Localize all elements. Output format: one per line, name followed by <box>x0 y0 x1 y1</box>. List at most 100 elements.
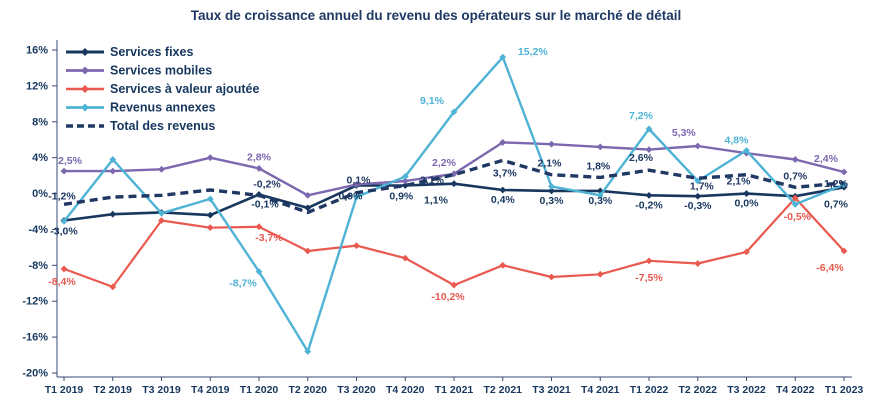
data-label-services-a-valeur-ajoutee: -10,2% <box>431 291 465 303</box>
marker-diamond <box>450 170 458 178</box>
x-tick-label: T1 2019 <box>45 384 84 396</box>
marker-diamond <box>60 265 68 273</box>
data-label-services-fixes: 0,4% <box>491 194 516 206</box>
marker-diamond <box>499 53 507 61</box>
legend-item-total-des-revenus: Total des revenus <box>66 119 215 133</box>
marker-diamond <box>791 194 799 202</box>
marker-diamond <box>401 173 409 180</box>
data-label-services-mobiles: 2,2% <box>432 157 457 169</box>
x-axis-labels: T1 2019 T2 2019 T3 2019 T4 2019 T1 2020 T2 20… <box>45 384 864 396</box>
y-tick-label: -12% <box>22 296 48 308</box>
data-label-services-mobiles: 2,8% <box>247 151 272 163</box>
marker-diamond <box>548 273 555 281</box>
marker-diamond <box>645 125 653 133</box>
data-label-services-fixes: -0,1% <box>251 199 279 211</box>
legend-label: Services mobiles <box>110 64 212 78</box>
legend-item-services-a-valeur-ajoutee: Services à valeur ajoutée <box>66 82 259 96</box>
marker-diamond <box>304 204 312 212</box>
marker-diamond <box>743 190 750 197</box>
x-tick-label: T4 2022 <box>776 384 815 396</box>
marker-diamond <box>450 180 458 188</box>
marker-diamond <box>353 181 360 188</box>
x-tick-label: T3 2021 <box>532 384 571 396</box>
marker-diamond <box>401 182 409 189</box>
data-labels: 2,5% -1,2% -3,0% -8,4% 2,8% -0,2% -0,1% -3,7% -8… <box>48 46 848 303</box>
data-label-total-des-revenus: 1,2% <box>824 178 849 190</box>
x-tick-label: T2 2021 <box>483 384 522 396</box>
marker-diamond <box>743 147 750 154</box>
marker-diamond <box>840 168 848 176</box>
marker-diamond <box>353 242 360 249</box>
series-line-total-des-revenus <box>63 158 845 215</box>
chart-title: Taux de croissance annuel du revenu des … <box>190 8 682 23</box>
x-tick-label: T4 2020 <box>386 384 425 396</box>
data-label-services-fixes: -0,2% <box>635 199 663 211</box>
y-tick-label: -16% <box>22 332 48 344</box>
x-tick-label: T3 2022 <box>727 384 766 396</box>
series-services-a-valeur-ajoutee <box>60 194 848 291</box>
marker-diamond <box>60 167 68 175</box>
data-label-total-des-revenus: 1,7% <box>690 180 715 192</box>
marker-diamond <box>548 187 555 195</box>
data-label-services-fixes: 0,9% <box>339 191 364 203</box>
marker-diamond <box>791 200 799 208</box>
marker-diamond <box>401 254 409 262</box>
marker-diamond <box>206 211 214 219</box>
marker-diamond <box>304 348 312 355</box>
data-label-services-mobiles: 2,4% <box>814 153 839 165</box>
data-label-services-mobiles: 2,5% <box>58 155 83 167</box>
marker-diamond <box>743 248 750 256</box>
marker-diamond <box>694 192 702 200</box>
data-label-services-fixes: 0,3% <box>588 195 613 207</box>
marker-diamond <box>840 247 848 255</box>
data-label-services-fixes: 1,1% <box>424 195 449 207</box>
data-label-services-a-valeur-ajoutee: -3,7% <box>255 232 283 244</box>
data-label-total-des-revenus: 2,1% <box>538 158 563 170</box>
x-tick-label: T1 2021 <box>435 384 474 396</box>
data-label-services-fixes: -0,3% <box>684 200 712 212</box>
marker-diamond <box>694 142 702 150</box>
legend-label: Services à valeur ajoutée <box>110 82 259 96</box>
marker-diamond <box>304 191 312 199</box>
marker-diamond <box>499 261 507 269</box>
data-label-services-a-valeur-ajoutee: -6,4% <box>816 262 844 274</box>
x-tick-label: T3 2019 <box>142 384 181 396</box>
series-line-services-a-valeur-ajoutee <box>63 196 845 288</box>
marker-diamond <box>499 186 507 194</box>
marker-diamond <box>158 209 165 217</box>
legend-item-revenus-annexes: Revenus annexes <box>66 101 216 115</box>
y-axis-labels: 16% 12% 8% 4% 0% -4% -8% -12% -16% -20% <box>22 45 48 380</box>
x-tick-label: T1 2020 <box>240 384 279 396</box>
data-label-total-des-revenus: -0,2% <box>253 178 281 190</box>
marker-diamond <box>791 156 799 163</box>
axes <box>52 40 852 381</box>
marker-diamond <box>255 223 263 231</box>
x-tick-label: T2 2022 <box>678 384 717 396</box>
data-label-revenus-annexes: 9,1% <box>420 95 445 107</box>
data-label-revenus-annexes: 15,2% <box>518 46 548 58</box>
legend-marker-icon <box>81 66 89 75</box>
y-tick-label: 12% <box>26 80 48 92</box>
data-label-services-fixes: 0,9% <box>389 191 414 203</box>
marker-diamond <box>499 139 507 146</box>
data-label-total-des-revenus: 2,6% <box>629 152 654 164</box>
data-label-services-mobiles: 5,3% <box>672 127 697 139</box>
legend-marker-icon <box>81 85 89 93</box>
marker-diamond <box>255 268 263 276</box>
y-tick-label: -20% <box>22 368 48 380</box>
marker-diamond <box>255 165 263 172</box>
series-revenus-annexes <box>60 53 848 355</box>
marker-diamond <box>109 156 117 163</box>
x-tick-label: T3 2020 <box>337 384 376 396</box>
data-label-total-des-revenus: 1,8% <box>586 160 611 172</box>
marker-diamond <box>353 193 360 201</box>
y-tick-label: 8% <box>32 116 48 128</box>
legend-item-services-fixes: Services fixes <box>66 45 193 59</box>
data-label-services-a-valeur-ajoutee: -8,4% <box>48 276 76 288</box>
x-tick-label: T4 2021 <box>581 384 620 396</box>
x-tick-label: T1 2022 <box>630 384 669 396</box>
legend: Services fixes Services mobiles Services à… <box>66 45 259 133</box>
y-tick-label: -4% <box>28 224 48 236</box>
marker-diamond <box>304 247 312 255</box>
legend-marker-icon <box>81 103 89 112</box>
